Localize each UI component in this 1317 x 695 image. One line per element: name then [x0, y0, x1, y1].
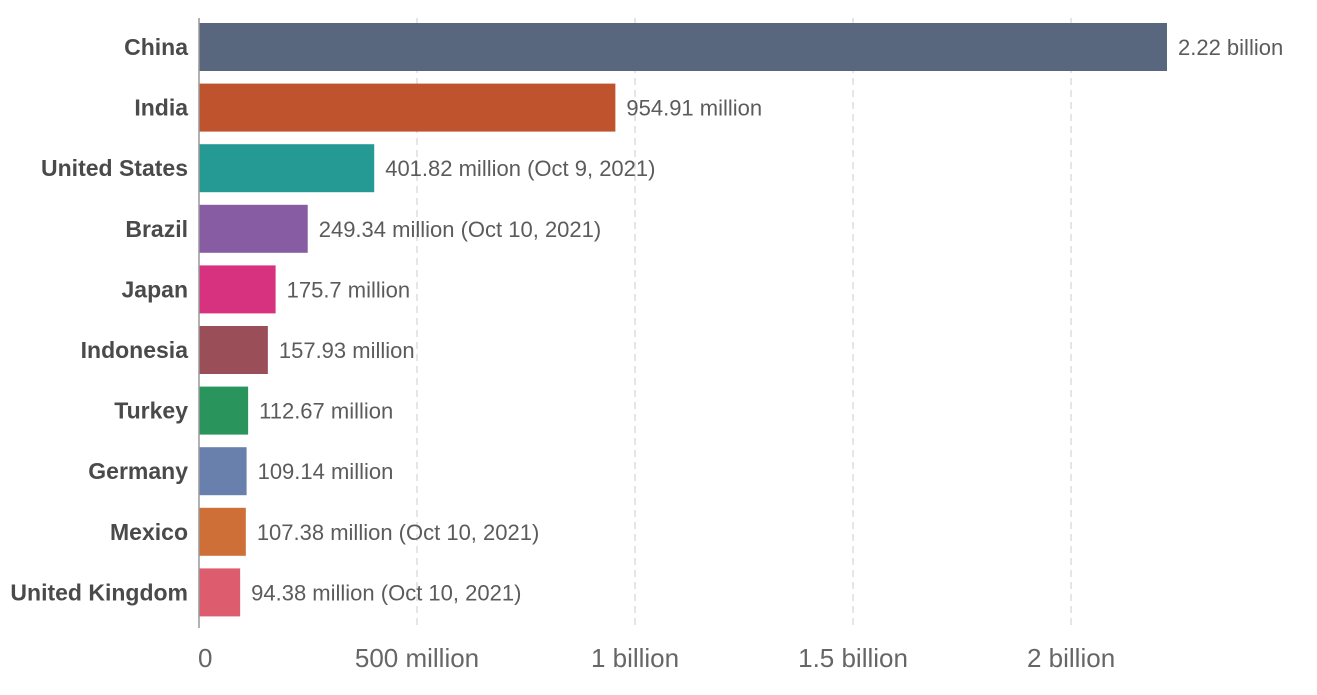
value-label: 112.67 million [259, 399, 393, 424]
category-label: Germany [88, 458, 188, 484]
value-label: 107.38 million (Oct 10, 2021) [257, 520, 539, 545]
value-label: 175.7 million [287, 277, 411, 302]
bar [199, 83, 616, 132]
category-label: United States [41, 155, 188, 181]
x-tick-label: 2 billion [1027, 643, 1115, 673]
category-label: India [134, 95, 188, 121]
bar [199, 23, 1167, 71]
bar [199, 326, 268, 374]
value-label: 157.93 million [279, 338, 415, 363]
bar [199, 386, 249, 435]
bar [199, 507, 246, 556]
category-label: Turkey [114, 398, 188, 424]
x-tick-label: 0 [198, 643, 212, 673]
value-label: 2.22 billion [1178, 35, 1283, 60]
category-label: Mexico [110, 519, 188, 545]
category-label: United Kingdom [10, 579, 188, 605]
bar [199, 144, 375, 193]
value-label: 249.34 million (Oct 10, 2021) [319, 217, 601, 242]
value-label: 94.38 million (Oct 10, 2021) [251, 580, 521, 605]
bar [199, 204, 308, 253]
x-tick-label: 1 billion [591, 643, 679, 673]
bar [199, 568, 241, 617]
category-label: Japan [122, 276, 188, 302]
value-label: 401.82 million (Oct 9, 2021) [385, 156, 655, 181]
bar [199, 265, 276, 314]
category-label: Brazil [125, 216, 188, 242]
x-tick-label: 1.5 billion [798, 643, 908, 673]
category-label: Indonesia [81, 337, 189, 363]
value-label: 954.91 million [626, 96, 762, 121]
bar [199, 447, 247, 496]
category-label: China [124, 34, 188, 60]
x-tick-label: 500 million [355, 643, 479, 673]
value-label: 109.14 million [258, 459, 394, 484]
